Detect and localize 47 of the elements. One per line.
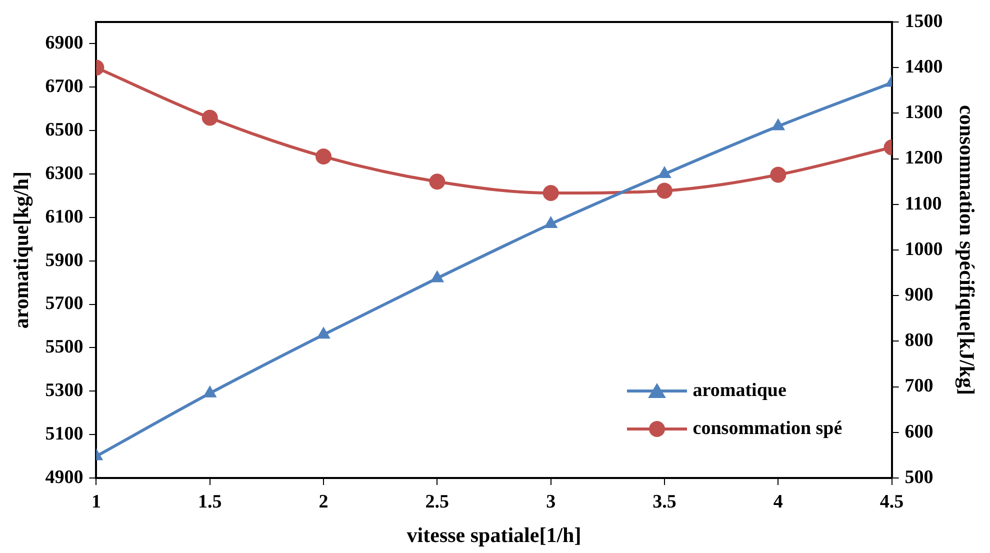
y2-tick-label: 1200 — [904, 148, 943, 169]
x-tick-label: 3.5 — [652, 491, 676, 512]
point — [542, 185, 559, 201]
y-tick-label: 6300 — [45, 162, 84, 184]
y2-tick-label: 1300 — [904, 102, 943, 124]
point — [316, 326, 330, 339]
y2-tick-label: 1500 — [904, 10, 943, 32]
y2-tick-label: 1000 — [904, 238, 943, 260]
y2-tick-label: 700 — [904, 376, 934, 397]
x-tick-label: 1 — [91, 491, 101, 512]
point — [656, 182, 672, 199]
x-tick-label: 2 — [318, 491, 328, 512]
y-tick-label: 5100 — [45, 423, 84, 444]
y-tick-label: 5500 — [45, 336, 84, 358]
x-tick-label: 4.5 — [880, 491, 904, 512]
y2-tick-label: 1100 — [904, 193, 942, 214]
y2-tick-label: 800 — [904, 330, 934, 352]
y-axis-title: aromatique[kg/h] — [9, 171, 34, 329]
x-tick-label: 3 — [546, 491, 556, 512]
point — [770, 166, 786, 183]
y2-tick-label: 1400 — [904, 56, 943, 78]
point — [316, 148, 332, 165]
y2-axis-title: consommation spécifique[kJ/kg] — [954, 105, 979, 395]
x-tick-label: 2.5 — [425, 491, 450, 512]
point — [430, 270, 444, 282]
legend-label: aromatique — [692, 380, 786, 402]
y2-tick-label: 900 — [904, 284, 934, 306]
y-tick-label: 6500 — [45, 119, 84, 140]
y-tick-label: 4900 — [45, 466, 84, 488]
point — [544, 216, 558, 228]
point — [429, 174, 446, 190]
x-tick-label: 4 — [773, 491, 784, 512]
point — [658, 166, 672, 178]
point — [202, 385, 217, 398]
y-tick-label: 6100 — [45, 206, 84, 228]
point — [771, 118, 786, 130]
y-tick-label: 6900 — [45, 32, 84, 54]
point — [202, 110, 218, 126]
legend-label: consommation spé — [692, 418, 842, 440]
x-axis-title: vitesse spatiale[1/h] — [406, 522, 582, 547]
y-tick-label: 5700 — [45, 293, 84, 314]
y-tick-label: 5900 — [45, 250, 84, 271]
y2-tick-label: 500 — [904, 466, 934, 488]
y-tick-label: 5300 — [45, 380, 84, 402]
x-tick-label: 1.5 — [198, 491, 222, 512]
y-tick-label: 6700 — [45, 76, 84, 98]
y2-tick-label: 600 — [904, 421, 934, 442]
